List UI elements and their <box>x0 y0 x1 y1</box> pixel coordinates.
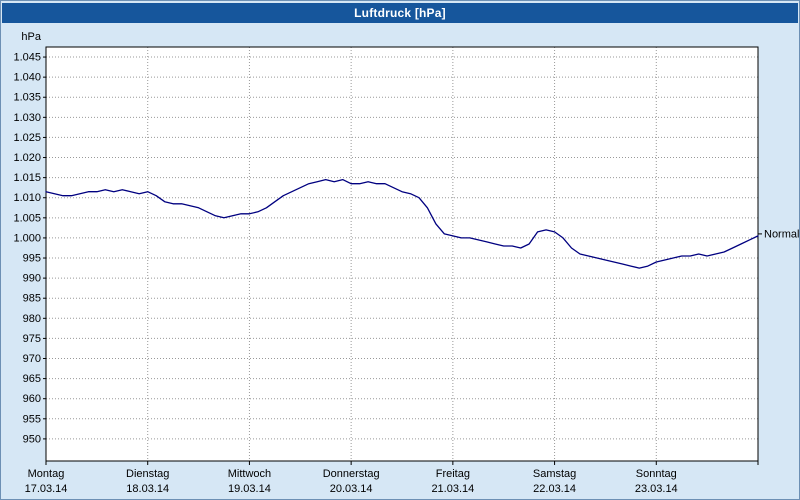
y-tick-label: 985 <box>23 293 41 305</box>
x-date-label: 19.03.14 <box>228 483 271 495</box>
x-day-label: Freitag <box>436 468 470 480</box>
x-day-label: Donnerstag <box>323 468 380 480</box>
y-tick-label: 975 <box>23 333 41 345</box>
y-tick-label: 1.010 <box>13 192 41 204</box>
x-date-label: 17.03.14 <box>25 483 68 495</box>
y-tick-label: 1.030 <box>13 112 41 124</box>
y-tick-label: 1.035 <box>13 92 41 104</box>
plot-area <box>46 47 758 461</box>
x-date-label: 20.03.14 <box>330 483 373 495</box>
y-tick-label: 1.000 <box>13 232 41 244</box>
x-day-label: Mittwoch <box>228 468 271 480</box>
plot-border <box>45 46 759 462</box>
chart-title-bar: Luftdruck [hPa] <box>2 3 798 23</box>
x-day-label: Dienstag <box>126 468 169 480</box>
y-tick-label: 980 <box>23 313 41 325</box>
y-tick-label: 1.015 <box>13 172 41 184</box>
y-tick-label: 955 <box>23 413 41 425</box>
y-tick-label: 995 <box>23 253 41 265</box>
y-tick-label: 1.025 <box>13 132 41 144</box>
pressure-line-chart: 1.045 1.040 1.035 1.030 1.025 1.020 1.015 1.010… <box>13 31 799 495</box>
y-axis-unit-label: hPa <box>21 31 41 43</box>
y-tick-label: 1.020 <box>13 152 41 164</box>
y-tick-label: 960 <box>23 393 41 405</box>
y-tick-label: 950 <box>23 433 41 445</box>
y-tick-label: 1.045 <box>13 52 41 64</box>
x-day-label: Montag <box>28 468 65 480</box>
x-day-label: Sonntag <box>636 468 677 480</box>
y-tick-label: 1.040 <box>13 72 41 84</box>
y-tick-label: 1.005 <box>13 212 41 224</box>
normal-label: Normal <box>764 228 799 240</box>
x-date-label: 22.03.14 <box>533 483 576 495</box>
y-tick-label: 990 <box>23 273 41 285</box>
y-tick-label: 970 <box>23 353 41 365</box>
x-date-label: 21.03.14 <box>431 483 474 495</box>
x-day-label: Samstag <box>533 468 576 480</box>
chart-title: Luftdruck [hPa] <box>354 6 446 20</box>
y-tick-label: 965 <box>23 373 41 385</box>
pressure-series-line <box>45 178 759 269</box>
x-date-label: 18.03.14 <box>126 483 169 495</box>
x-date-label: 23.03.14 <box>635 483 678 495</box>
